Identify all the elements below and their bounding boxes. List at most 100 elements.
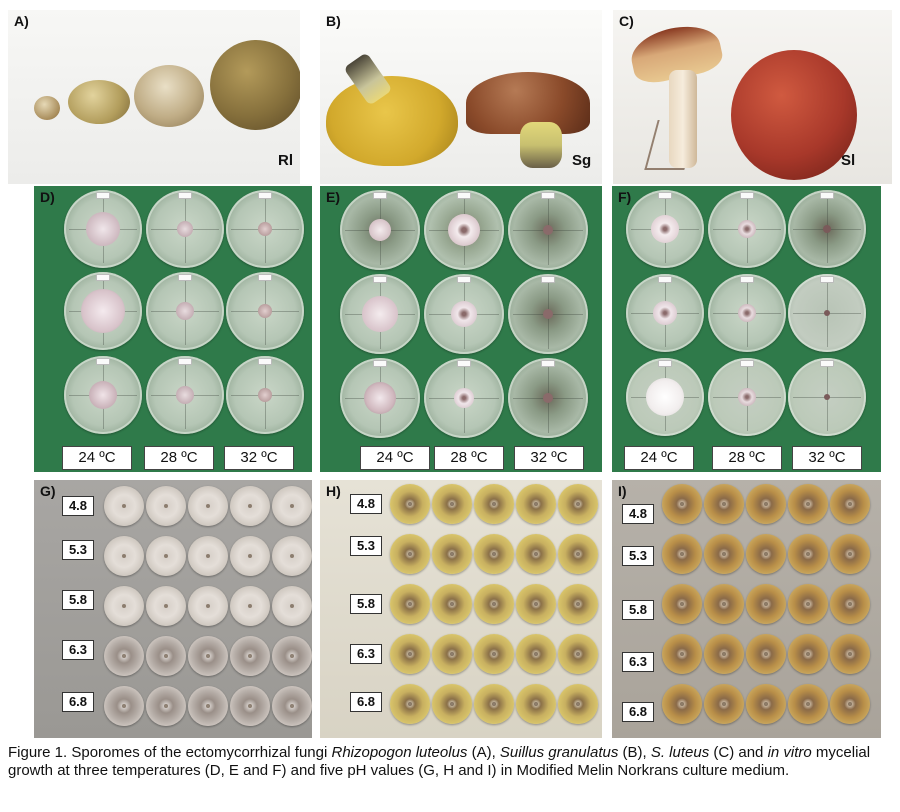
petri-dish (272, 486, 312, 526)
petri-dish (788, 484, 828, 524)
ph-label: 4.8 (622, 504, 654, 524)
temperature-panel-d: D) 24 ºC 28 ºC 32 ºC (34, 186, 312, 472)
caption-text: (C) and (709, 744, 768, 761)
petri-dish (788, 190, 866, 268)
petri-dish (272, 636, 312, 676)
petri-dish (704, 584, 744, 624)
petri-dish (272, 686, 312, 726)
petri-dish (788, 634, 828, 674)
sporome-small (34, 96, 60, 120)
ph-label: 6.8 (350, 692, 382, 712)
caption-text: mycelial growth at three temperatures (D… (8, 744, 871, 779)
petri-dish (64, 190, 142, 268)
petri-dish (558, 484, 598, 524)
ph-label: 5.3 (622, 546, 654, 566)
petri-dish (230, 686, 270, 726)
petri-dish (188, 486, 228, 526)
petri-dish (230, 536, 270, 576)
ph-panel-i: I) 4.8 5.3 5.8 6.3 6.8 (612, 480, 881, 738)
temperature-label: 32 ºC (792, 446, 862, 470)
petri-dish (104, 486, 144, 526)
temperature-panel-e: E) 24 ºC 28 ºC 32 ºC (320, 186, 602, 472)
caption-in-vitro: in vitro (767, 744, 812, 761)
petri-dish (188, 586, 228, 626)
ph-label: 5.3 (350, 536, 382, 556)
petri-dish (146, 356, 224, 434)
petri-dish (390, 684, 430, 724)
ph-label: 5.3 (62, 540, 94, 560)
petri-dish (390, 584, 430, 624)
petri-dish (146, 536, 186, 576)
temperature-label: 28 ºC (712, 446, 782, 470)
petri-dish (558, 684, 598, 724)
petri-dish (146, 636, 186, 676)
petri-dish (432, 534, 472, 574)
ph-label: 5.8 (622, 600, 654, 620)
panel-label-e: E) (326, 189, 340, 205)
panel-label-a: A) (14, 13, 29, 29)
caption-species-sl: S. luteus (650, 744, 710, 761)
petri-dish (516, 534, 556, 574)
petri-dish (272, 536, 312, 576)
ph-label: 5.8 (62, 590, 94, 610)
petri-dish (516, 634, 556, 674)
petri-dish (432, 684, 472, 724)
petri-dish (558, 534, 598, 574)
petri-dish (704, 534, 744, 574)
temperature-panel-f: F) 24 ºC 28 ºC 32 ºC (612, 186, 881, 472)
petri-dish (188, 536, 228, 576)
temperature-label: 24 ºC (360, 446, 430, 470)
petri-dish (830, 684, 870, 724)
petri-dish (788, 534, 828, 574)
ph-label: 4.8 (350, 494, 382, 514)
petri-dish (474, 534, 514, 574)
petri-dish (146, 586, 186, 626)
petri-dish (830, 634, 870, 674)
ph-label: 6.8 (622, 702, 654, 722)
cap-underside (326, 76, 458, 166)
petri-dish (474, 634, 514, 674)
petri-dish (390, 484, 430, 524)
petri-dish (226, 190, 304, 268)
petri-dish (424, 274, 504, 354)
sporome-large (134, 65, 204, 127)
petri-dish (830, 584, 870, 624)
caption-text: (B), (618, 744, 651, 761)
caption-species-sg: Suillus granulatus (499, 744, 619, 761)
petri-dish (830, 484, 870, 524)
sporome-xlarge (210, 40, 300, 130)
figure-caption: Figure 1. Sporomes of the ectomycorrhiza… (8, 744, 892, 780)
stipe-c (669, 70, 697, 168)
petri-dish (746, 534, 786, 574)
photo-panel-a: A) Rl (8, 10, 300, 184)
petri-dish (104, 686, 144, 726)
petri-dish (230, 636, 270, 676)
petri-dish (230, 486, 270, 526)
petri-dish (226, 272, 304, 350)
ph-label: 6.3 (350, 644, 382, 664)
petri-dish (474, 584, 514, 624)
ph-label: 4.8 (62, 496, 94, 516)
petri-dish (64, 272, 142, 350)
petri-dish (432, 634, 472, 674)
petri-dish (788, 684, 828, 724)
petri-dish (788, 584, 828, 624)
petri-dish (558, 584, 598, 624)
photo-panel-b: B) Sg (320, 10, 602, 184)
petri-dish (662, 634, 702, 674)
petri-dish (516, 684, 556, 724)
petri-dish (432, 484, 472, 524)
petri-dish (104, 636, 144, 676)
petri-dish (390, 634, 430, 674)
ph-label: 6.8 (62, 692, 94, 712)
ph-panel-g: G) 4.8 5.3 5.8 6.3 6.8 (34, 480, 312, 738)
petri-dish (146, 686, 186, 726)
petri-dish (626, 358, 704, 436)
petri-dish (662, 534, 702, 574)
petri-dish (708, 190, 786, 268)
stipe-b2 (520, 122, 562, 168)
photo-panel-c: C) Sl (613, 10, 892, 184)
petri-dish (746, 584, 786, 624)
petri-dish (662, 584, 702, 624)
petri-dish (558, 634, 598, 674)
